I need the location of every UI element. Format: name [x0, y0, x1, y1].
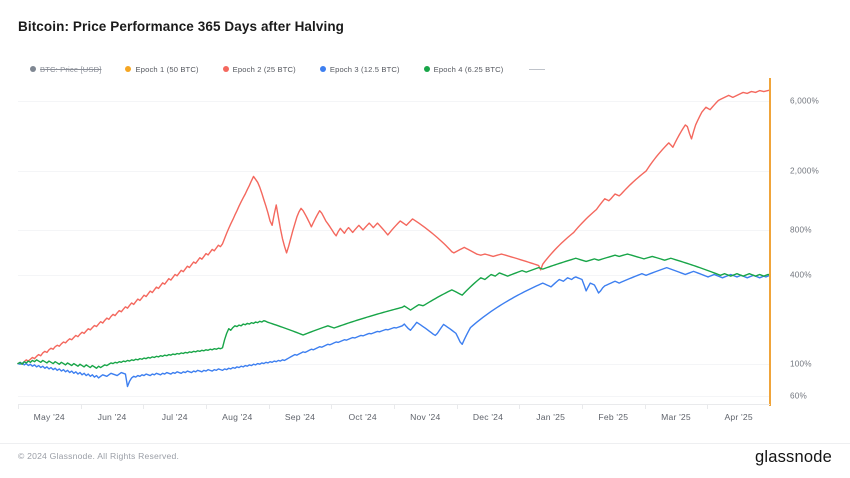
x-axis-tick [268, 404, 270, 409]
footer-divider [0, 443, 850, 444]
legend-item-1[interactable]: Epoch 1 (50 BTC) [125, 64, 199, 74]
legend-item-label: Epoch 1 (50 BTC) [135, 64, 199, 74]
series-line-2 [18, 268, 770, 387]
x-axis-label: Dec '24 [472, 412, 504, 422]
x-axis-label: Mar '25 [661, 412, 691, 422]
x-axis-tick [394, 404, 395, 409]
legend-swatch-icon [125, 66, 132, 72]
legend-swatch-icon [423, 66, 430, 72]
x-axis-ticks [18, 404, 770, 410]
x-axis-tick [707, 404, 709, 409]
x-axis-label: Sep '24 [284, 412, 316, 422]
x-axis-label: Jul '24 [161, 412, 188, 422]
legend-overflow-dash-icon [529, 68, 546, 70]
x-axis-tick [644, 404, 646, 409]
x-axis-tick [18, 404, 19, 409]
legend-item-0[interactable]: BTC: Price [USD] [30, 65, 101, 74]
y-axis-labels: 6,000% 2,000% 800% 400% 100% 60% [778, 82, 850, 402]
x-axis-label: Oct '24 [348, 412, 377, 422]
legend-item-label: Epoch 3 (12.5 BTC) [329, 64, 400, 74]
x-axis-tick [331, 404, 333, 409]
y-axis-label: 2,000% [790, 166, 819, 176]
x-axis-tick [206, 404, 207, 409]
series-line-3 [18, 254, 770, 368]
y-axis-label: 6,000% [790, 96, 819, 105]
y-axis-label: 100% [790, 359, 812, 369]
legend-swatch-icon [30, 66, 36, 72]
glassnode-logo: glassnode [754, 448, 832, 466]
x-axis-tick [80, 404, 82, 409]
plot-wrapper: 6,000% 2,000% 800% 400% 100% 60% [18, 78, 832, 406]
x-axis-tick [143, 404, 145, 409]
legend-item-4[interactable]: Epoch 4 (6.25 BTC) [423, 64, 504, 74]
legend-item-label: Epoch 2 (25 BTC) [232, 64, 296, 74]
x-axis-label: May '24 [33, 412, 65, 422]
x-axis-label: Nov '24 [410, 412, 441, 422]
y-axis-label: 400% [790, 270, 812, 279]
legend-item-label: Epoch 4 (6.25 BTC) [433, 64, 504, 74]
legend-item-3[interactable]: Epoch 3 (12.5 BTC) [319, 64, 400, 74]
x-axis-labels: May '24 Jun '24 Jul '24 Aug '24 Sep '24 Oct '… [18, 412, 770, 428]
legend-swatch-icon [222, 66, 229, 72]
legend-overflow-indicator[interactable] [529, 68, 546, 70]
series-line-1 [18, 90, 770, 364]
x-axis-label: Jan '25 [536, 412, 566, 422]
halving-marker-line [769, 78, 771, 406]
series-canvas [18, 82, 770, 402]
y-axis-label: 800% [790, 225, 812, 235]
chart-legend: BTC: Price [USD] Epoch 1 (50 BTC) Epoch 2 … [30, 62, 546, 76]
legend-item-label: BTC: Price [USD] [40, 64, 102, 74]
page-title: Bitcoin: Price Performance 365 Days afte… [18, 19, 345, 34]
x-axis-label: Aug '24 [222, 412, 253, 422]
copyright-text: © 2024 Glassnode. All Rights Reserved. [18, 451, 180, 461]
x-axis-label: Jun '24 [97, 412, 127, 422]
y-axis-label: 60% [790, 391, 807, 401]
plot-area [18, 82, 770, 402]
legend-swatch-icon [319, 66, 326, 72]
x-axis-tick [582, 404, 583, 409]
legend-item-2[interactable]: Epoch 2 (25 BTC) [222, 64, 296, 74]
x-axis-tick [519, 404, 521, 409]
x-axis-label: Feb '25 [598, 412, 629, 422]
x-axis-label: Apr '25 [724, 412, 753, 422]
x-axis-tick [456, 404, 458, 409]
